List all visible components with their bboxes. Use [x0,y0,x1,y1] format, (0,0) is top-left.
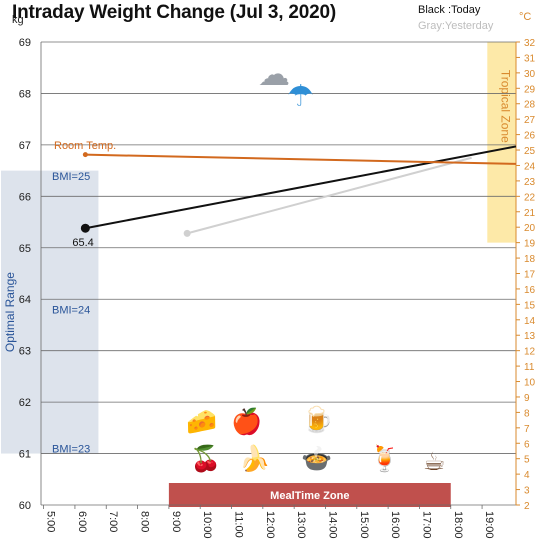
yesterday-start-marker [183,229,191,237]
right-tick-label: 19 [524,239,536,250]
right-axis-unit: °C [519,11,532,23]
right-tick-label: 30 [524,69,536,80]
y-tick-label: 69 [19,37,31,49]
umbrella-icon: ☂ [287,80,314,113]
left-axis-unit: kg [12,14,24,26]
x-tick-label: 18:00 [452,511,464,539]
y-tick-label: 65 [19,243,31,255]
x-tick-label: 10:00 [201,511,213,539]
right-tick-label: 10 [524,378,536,389]
right-tick-label: 18 [524,254,536,265]
today-line [85,145,517,230]
x-tick-label: 12:00 [264,511,276,539]
right-tick-label: 17 [524,270,536,281]
right-tick-label: 16 [524,285,536,296]
x-tick-label: 7:00 [107,511,119,532]
pot-icon: 🍲 [301,445,333,473]
x-tick-label: 5:00 [45,511,57,532]
x-tick-label: 8:00 [139,511,151,532]
right-tick-label: 4 [524,470,530,481]
bmi-label: BMI=23 [52,443,90,455]
x-tick-label: 11:00 [233,511,245,538]
legend-yesterday: Gray:Yesterday [418,20,494,32]
yesterday-line [186,156,472,235]
cloud-icon: ☁ [258,56,290,92]
today-start-label: 65.4 [72,237,93,249]
coffee-icon: ☕ [423,448,446,476]
right-tick-label: 11 [524,362,535,373]
optimal-range-label: Optimal Range [3,272,17,352]
room-temp-start-marker [82,152,88,158]
x-tick-label: 9:00 [170,511,182,532]
x-tick-label: 14:00 [326,511,338,539]
room-temp-line [85,153,517,165]
x-tick-label: 17:00 [420,511,432,539]
chart-title: Intraday Weight Change (Jul 3, 2020) [12,2,336,23]
right-tick-label: 24 [524,161,536,172]
today-start-marker [80,223,90,233]
right-tick-label: 5 [524,455,530,466]
y-tick-label: 61 [19,449,31,461]
x-tick-label: 16:00 [389,511,401,539]
right-tick-label: 23 [524,177,536,188]
right-tick-label: 7 [524,424,530,435]
right-tick-label: 3 [524,486,530,497]
y-tick-label: 66 [19,191,31,203]
right-tick-label: 2 [524,501,530,512]
right-tick-label: 31 [524,53,536,64]
right-tick-label: 13 [524,331,536,342]
banana-icon: 🍌 [239,445,271,473]
y-tick-label: 60 [19,500,31,512]
legend-today: Black :Today [418,4,481,16]
tropical-zone-band [487,42,516,243]
right-tick-label: 21 [524,208,536,219]
y-tick-label: 62 [19,397,31,409]
right-tick-label: 12 [524,347,536,358]
cherries-icon: 🍒 [190,445,222,473]
juice-icon: 🍹 [369,445,401,473]
room-temp-label: Room Temp. [54,140,116,152]
x-tick-label: 15:00 [358,511,370,539]
bmi-label: BMI=24 [52,305,90,317]
y-tick-label: 63 [19,346,31,358]
apple-icon: 🍎 [231,408,263,436]
optimal-range-band [1,170,99,454]
right-tick-label: 15 [524,300,536,311]
right-tick-label: 14 [524,316,536,327]
bmi-label: BMI=25 [52,171,90,183]
right-tick-label: 26 [524,131,536,142]
tropical-zone-label: Tropical Zone [499,70,513,143]
right-tick-label: 32 [524,38,536,49]
y-tick-label: 64 [19,294,31,306]
x-tick-label: 6:00 [76,511,88,532]
beer-icon: 🍺 [302,406,334,434]
y-tick-label: 67 [19,140,31,152]
right-tick-label: 29 [524,84,536,95]
right-tick-label: 8 [524,408,530,419]
x-tick-label: 19:00 [483,511,495,539]
right-tick-label: 9 [524,393,530,404]
right-tick-label: 20 [524,223,536,234]
cheese-icon: 🧀 [186,408,218,436]
x-tick-label: 13:00 [295,511,307,539]
right-tick-label: 27 [524,115,536,126]
right-tick-label: 28 [524,100,536,111]
mealtime-zone-label: MealTime Zone [270,490,349,502]
right-tick-label: 25 [524,146,536,157]
mealtime-zone-band [168,483,451,507]
y-tick-label: 68 [19,88,31,100]
right-tick-label: 22 [524,192,536,203]
right-tick-label: 6 [524,439,530,450]
